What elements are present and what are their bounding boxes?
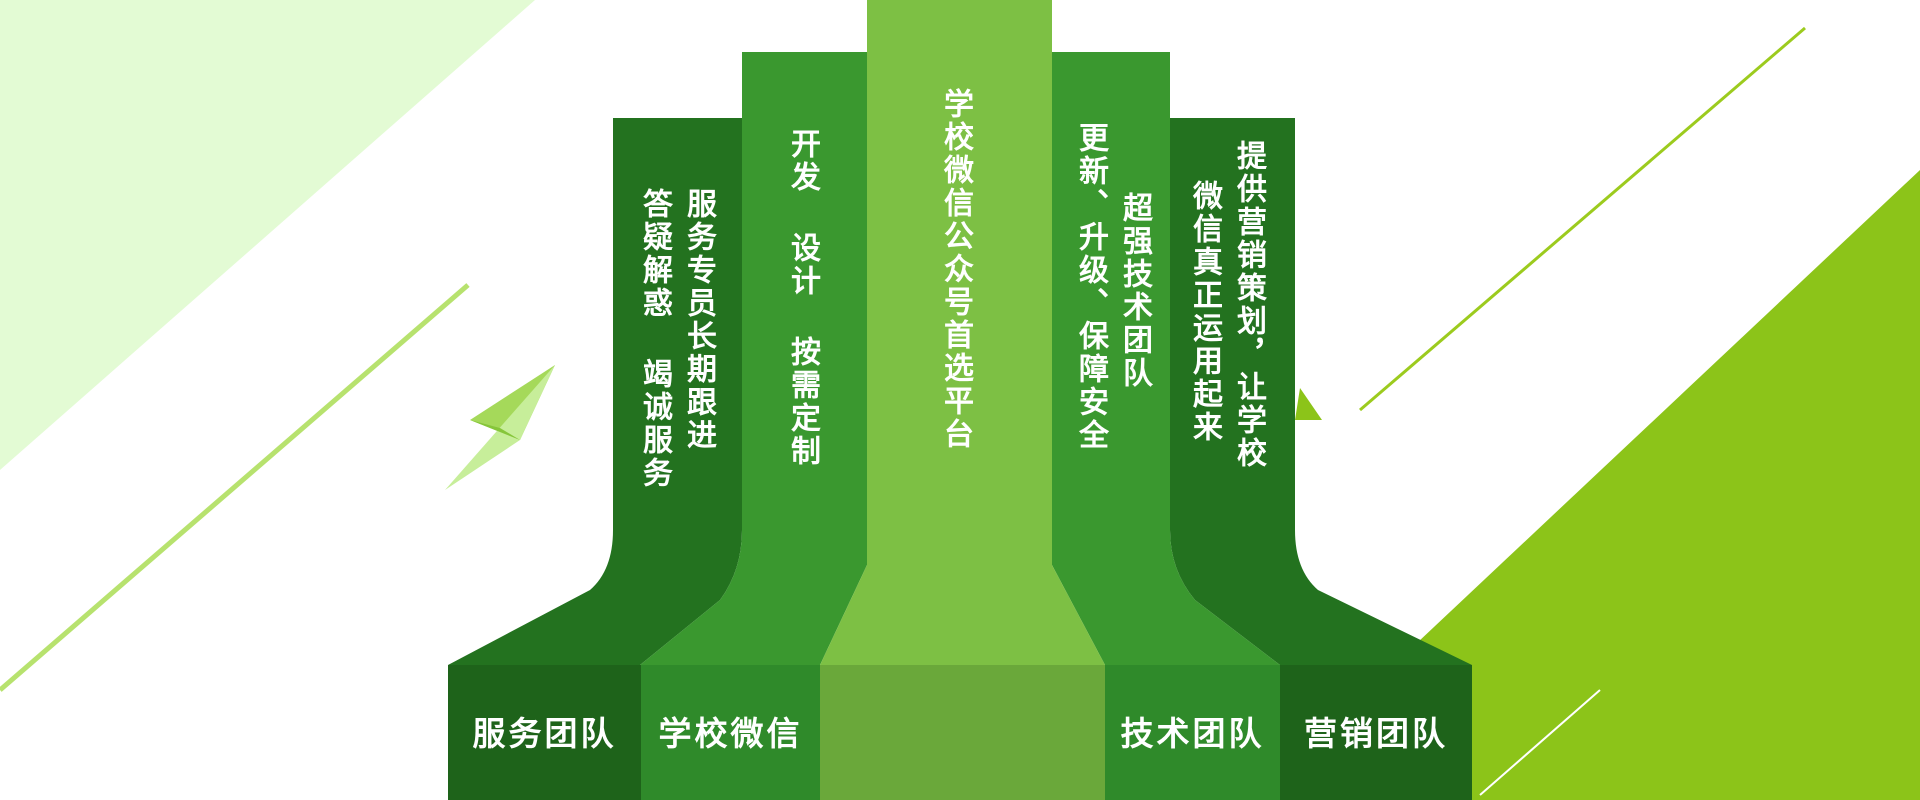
base-platform <box>820 665 1105 800</box>
column-text-marketing-line-2: 微信真正运用起来 <box>1187 180 1222 444</box>
base-label-school-wechat: 学校微信 <box>658 714 803 753</box>
column-text-tech-line-2: 更新、升级、保障安全 <box>1073 122 1108 452</box>
column-text-school-wechat-line-1: 开发 设计 按需定制 <box>785 128 820 468</box>
decor-line-left <box>0 283 470 692</box>
base-marketing <box>1280 665 1472 800</box>
decor-line-right <box>1359 26 1806 412</box>
pale-green-triangle <box>0 0 535 470</box>
base-label-tech: 技术团队 <box>1120 714 1265 753</box>
column-text-platform: 学校微信公众号首选平台 <box>933 88 977 451</box>
column-text-marketing: 提供营销策划，让学校 微信真正运用起来 <box>1182 140 1270 470</box>
column-tech <box>1052 52 1280 665</box>
base-label-platform <box>820 704 1105 764</box>
column-text-marketing-line-1: 提供营销策划，让学校 <box>1231 140 1266 470</box>
base-tech <box>1105 665 1280 800</box>
base-label-marketing: 营销团队 <box>1304 714 1448 753</box>
column-text-tech-line-1: 超强技术团队 <box>1117 192 1152 390</box>
column-marketing <box>1170 118 1472 665</box>
column-school-wechat <box>640 52 867 665</box>
column-service <box>448 118 742 665</box>
column-text-service-line-2: 答疑解惑 竭诚服务 <box>637 188 672 490</box>
column-text-service: 服务专员长期跟进 答疑解惑 竭诚服务 <box>632 188 720 490</box>
column-text-school-wechat: 开发 设计 按需定制 <box>780 128 824 468</box>
column-text-tech: 超强技术团队 更新、升级、保障安全 <box>1068 122 1156 452</box>
base-label-service: 服务团队 <box>472 714 617 753</box>
paper-plane-icon <box>445 365 555 490</box>
small-triangle-decor <box>1295 388 1322 420</box>
base-service <box>448 665 641 800</box>
column-text-service-line-1: 服务专员长期跟进 <box>681 188 716 452</box>
base-school-wechat <box>641 665 820 800</box>
column-text-platform-line-1: 学校微信公众号首选平台 <box>938 88 973 451</box>
decor-line-bottom-right <box>1479 689 1601 796</box>
column-platform <box>820 0 1105 665</box>
